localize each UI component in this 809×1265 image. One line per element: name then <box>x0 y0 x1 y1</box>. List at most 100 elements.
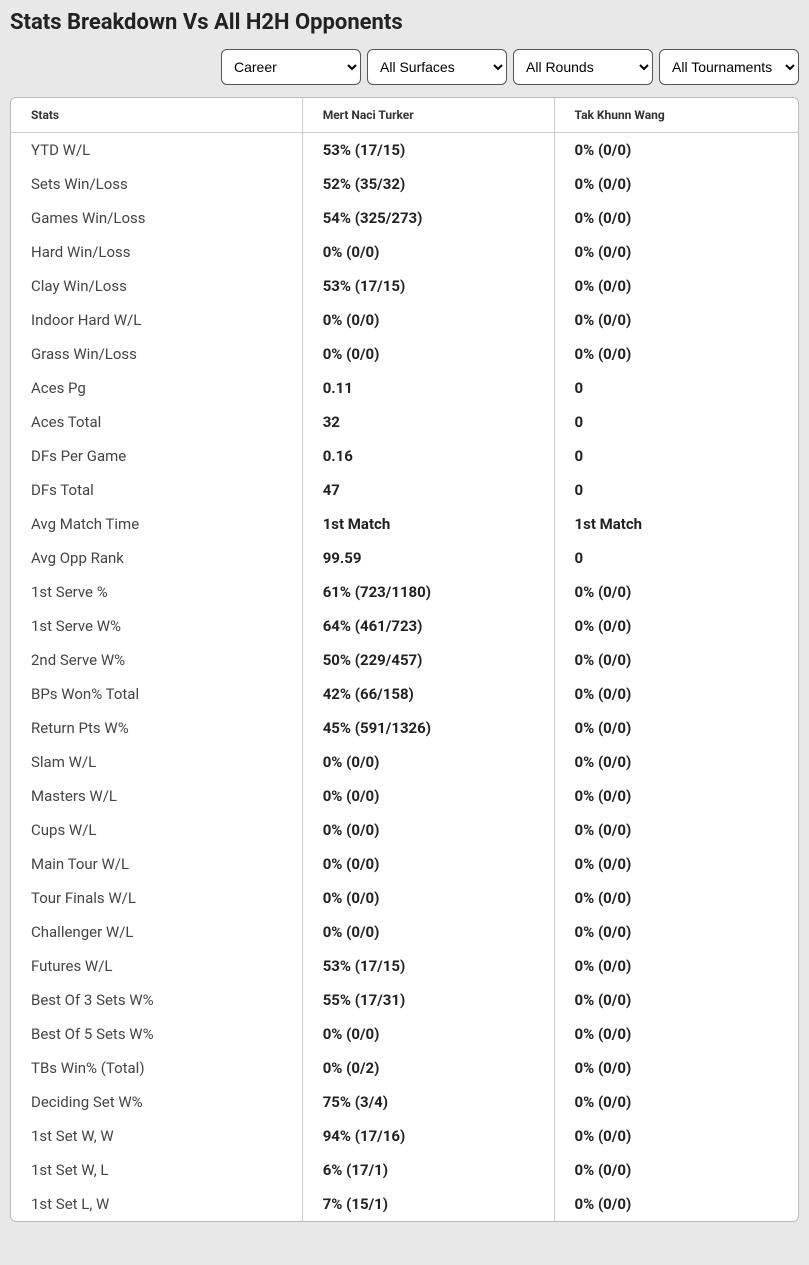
table-row: Best Of 3 Sets W%55% (17/31)0% (0/0) <box>11 983 798 1017</box>
player1-value: 0% (0/0) <box>302 813 554 847</box>
player1-value: 50% (229/457) <box>302 643 554 677</box>
table-row: Tour Finals W/L0% (0/0)0% (0/0) <box>11 881 798 915</box>
stat-label: Hard Win/Loss <box>11 235 302 269</box>
player2-value: 0% (0/0) <box>554 235 798 269</box>
stat-label: Main Tour W/L <box>11 847 302 881</box>
player2-value: 0 <box>554 439 798 473</box>
player1-value: 7% (15/1) <box>302 1187 554 1221</box>
table-row: 1st Serve W%64% (461/723)0% (0/0) <box>11 609 798 643</box>
player2-value: 0% (0/0) <box>554 711 798 745</box>
stat-label: 1st Serve % <box>11 575 302 609</box>
player2-value: 0% (0/0) <box>554 677 798 711</box>
player1-value: 53% (17/15) <box>302 133 554 168</box>
stats-column-header: Stats <box>11 98 302 133</box>
player2-value: 0% (0/0) <box>554 269 798 303</box>
player2-value: 0 <box>554 371 798 405</box>
player1-value: 0% (0/0) <box>302 847 554 881</box>
player2-value: 0% (0/0) <box>554 643 798 677</box>
table-row: Deciding Set W%75% (3/4)0% (0/0) <box>11 1085 798 1119</box>
table-row: 2nd Serve W%50% (229/457)0% (0/0) <box>11 643 798 677</box>
player2-value: 1st Match <box>554 507 798 541</box>
stat-label: Cups W/L <box>11 813 302 847</box>
player2-value: 0% (0/0) <box>554 1085 798 1119</box>
player2-value: 0% (0/0) <box>554 881 798 915</box>
table-row: 1st Set W, W94% (17/16)0% (0/0) <box>11 1119 798 1153</box>
player1-value: 0% (0/0) <box>302 1017 554 1051</box>
stats-table-body: YTD W/L53% (17/15)0% (0/0)Sets Win/Loss5… <box>11 133 798 1222</box>
table-row: 1st Set W, L6% (17/1)0% (0/0) <box>11 1153 798 1187</box>
table-row: Grass Win/Loss0% (0/0)0% (0/0) <box>11 337 798 371</box>
stat-label: Games Win/Loss <box>11 201 302 235</box>
player1-value: 99.59 <box>302 541 554 575</box>
player1-value: 0% (0/2) <box>302 1051 554 1085</box>
stat-label: Deciding Set W% <box>11 1085 302 1119</box>
player2-value: 0% (0/0) <box>554 847 798 881</box>
player2-value: 0% (0/0) <box>554 1051 798 1085</box>
stat-label: Avg Match Time <box>11 507 302 541</box>
round-filter-select[interactable]: All Rounds <box>513 49 653 85</box>
player2-value: 0% (0/0) <box>554 1119 798 1153</box>
player1-value: 6% (17/1) <box>302 1153 554 1187</box>
player2-value: 0% (0/0) <box>554 1017 798 1051</box>
table-row: Avg Match Time1st Match1st Match <box>11 507 798 541</box>
player2-value: 0% (0/0) <box>554 1153 798 1187</box>
player2-value: 0% (0/0) <box>554 949 798 983</box>
player2-value: 0% (0/0) <box>554 167 798 201</box>
table-row: Cups W/L0% (0/0)0% (0/0) <box>11 813 798 847</box>
table-row: Avg Opp Rank99.590 <box>11 541 798 575</box>
player1-value: 1st Match <box>302 507 554 541</box>
player1-value: 52% (35/32) <box>302 167 554 201</box>
table-row: Main Tour W/L0% (0/0)0% (0/0) <box>11 847 798 881</box>
table-row: YTD W/L53% (17/15)0% (0/0) <box>11 133 798 168</box>
player2-value: 0% (0/0) <box>554 1187 798 1221</box>
stat-label: Clay Win/Loss <box>11 269 302 303</box>
stat-label: 1st Serve W% <box>11 609 302 643</box>
player1-value: 0.11 <box>302 371 554 405</box>
stat-label: Avg Opp Rank <box>11 541 302 575</box>
player2-value: 0 <box>554 473 798 507</box>
player2-column-header: Tak Khunn Wang <box>554 98 798 133</box>
stats-table: Stats Mert Naci Turker Tak Khunn Wang YT… <box>11 98 798 1221</box>
stat-label: 2nd Serve W% <box>11 643 302 677</box>
player2-value: 0% (0/0) <box>554 133 798 168</box>
filters-bar: Career All Surfaces All Rounds All Tourn… <box>10 49 799 85</box>
player2-value: 0 <box>554 541 798 575</box>
player2-value: 0% (0/0) <box>554 575 798 609</box>
player1-value: 64% (461/723) <box>302 609 554 643</box>
stat-label: 1st Set L, W <box>11 1187 302 1221</box>
player1-value: 0% (0/0) <box>302 235 554 269</box>
player1-value: 55% (17/31) <box>302 983 554 1017</box>
surface-filter-select[interactable]: All Surfaces <box>367 49 507 85</box>
stat-label: YTD W/L <box>11 133 302 168</box>
stat-label: Best Of 3 Sets W% <box>11 983 302 1017</box>
player1-value: 53% (17/15) <box>302 949 554 983</box>
stat-label: Futures W/L <box>11 949 302 983</box>
player1-value: 0% (0/0) <box>302 881 554 915</box>
table-row: Clay Win/Loss53% (17/15)0% (0/0) <box>11 269 798 303</box>
player1-value: 94% (17/16) <box>302 1119 554 1153</box>
stat-label: Aces Pg <box>11 371 302 405</box>
table-row: Sets Win/Loss52% (35/32)0% (0/0) <box>11 167 798 201</box>
table-row: Return Pts W%45% (591/1326)0% (0/0) <box>11 711 798 745</box>
player2-value: 0% (0/0) <box>554 303 798 337</box>
tournament-filter-select[interactable]: All Tournaments <box>659 49 799 85</box>
player2-value: 0% (0/0) <box>554 201 798 235</box>
table-row: Best Of 5 Sets W%0% (0/0)0% (0/0) <box>11 1017 798 1051</box>
stat-label: Return Pts W% <box>11 711 302 745</box>
player1-value: 45% (591/1326) <box>302 711 554 745</box>
player1-value: 0% (0/0) <box>302 915 554 949</box>
stat-label: 1st Set W, L <box>11 1153 302 1187</box>
table-row: 1st Serve %61% (723/1180)0% (0/0) <box>11 575 798 609</box>
table-row: DFs Per Game0.160 <box>11 439 798 473</box>
time-filter-select[interactable]: Career <box>221 49 361 85</box>
table-row: Aces Total320 <box>11 405 798 439</box>
player1-column-header: Mert Naci Turker <box>302 98 554 133</box>
stat-label: Challenger W/L <box>11 915 302 949</box>
stat-label: DFs Per Game <box>11 439 302 473</box>
stats-table-header-row: Stats Mert Naci Turker Tak Khunn Wang <box>11 98 798 133</box>
table-row: BPs Won% Total42% (66/158)0% (0/0) <box>11 677 798 711</box>
player2-value: 0% (0/0) <box>554 813 798 847</box>
table-row: TBs Win% (Total)0% (0/2)0% (0/0) <box>11 1051 798 1085</box>
player1-value: 75% (3/4) <box>302 1085 554 1119</box>
table-row: Games Win/Loss54% (325/273)0% (0/0) <box>11 201 798 235</box>
